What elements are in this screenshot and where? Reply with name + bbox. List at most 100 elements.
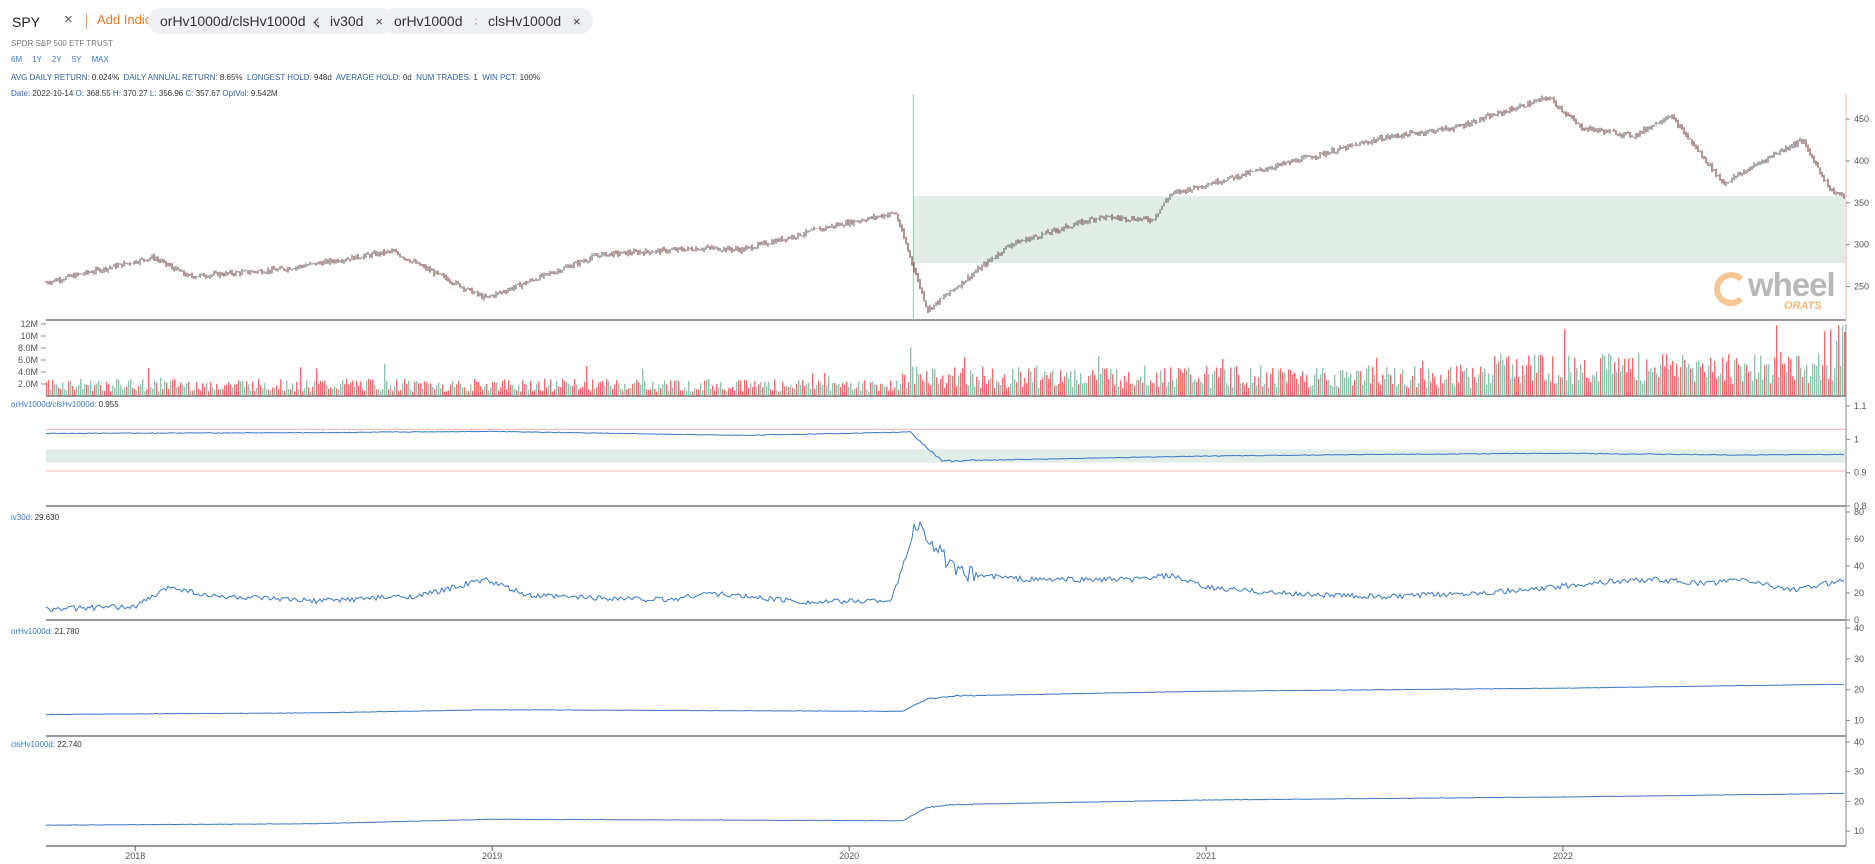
volume-bar — [1758, 372, 1760, 396]
volume-bar — [1314, 374, 1316, 396]
volume-bar — [1826, 365, 1828, 396]
volume-bar — [792, 387, 794, 396]
volume-bar — [884, 387, 886, 396]
ohlc-label: H: — [112, 89, 121, 98]
volume-bar — [1524, 374, 1526, 396]
panel-name: clsHv1000d: — [11, 740, 56, 749]
volume-bar — [1614, 361, 1616, 396]
volume-bar — [638, 382, 640, 396]
volume-bar — [1834, 367, 1836, 396]
volume-bar — [1036, 365, 1038, 396]
volume-bar — [1632, 358, 1634, 396]
volume-bar — [124, 387, 126, 396]
volume-bar — [1578, 379, 1580, 396]
volume-bar — [790, 385, 792, 396]
y-tick-label: 10 — [1854, 716, 1864, 726]
volume-bar — [1184, 368, 1186, 396]
volume-bar — [1380, 385, 1382, 396]
volume-bar — [726, 391, 728, 396]
volume-bar — [1178, 368, 1180, 396]
volume-bar — [1230, 367, 1232, 396]
volume-bar — [1596, 371, 1598, 396]
chip-orhv1000d[interactable]: orHv1000d × — [382, 8, 494, 34]
volume-bar — [1718, 375, 1720, 396]
volume-bar — [918, 374, 920, 396]
volume-bar — [380, 390, 382, 396]
volume-bar — [1068, 378, 1070, 396]
range-2y[interactable]: 2Y — [51, 55, 62, 64]
volume-bar — [78, 384, 80, 396]
range-6m[interactable]: 6M — [11, 55, 23, 64]
volume-bar — [902, 373, 904, 396]
volume-bar — [1610, 355, 1612, 396]
volume-bar — [1054, 385, 1056, 396]
volume-bar — [174, 379, 176, 396]
volume-bar — [360, 381, 362, 396]
volume-bar — [862, 383, 864, 396]
range-1y[interactable]: 1Y — [32, 55, 42, 64]
volume-bar — [316, 368, 318, 396]
y-tick-label: 4.0M — [18, 367, 38, 377]
security-name: SPDR S&P 500 ETF TRUST — [11, 39, 113, 48]
volume-bar — [846, 381, 848, 396]
volume-bar — [626, 389, 628, 396]
ticker-search-input[interactable] — [10, 10, 84, 34]
volume-bar — [1788, 356, 1790, 396]
volume-bar — [1304, 381, 1306, 396]
volume-bar — [948, 374, 950, 396]
volume-bar — [126, 386, 128, 396]
volume-bar — [140, 384, 142, 396]
volume-bar — [1338, 387, 1340, 396]
volume-bar — [660, 388, 662, 396]
volume-bar — [1310, 386, 1312, 396]
volume-bar — [1666, 353, 1668, 396]
volume-bar — [1776, 325, 1778, 396]
volume-bar — [838, 383, 840, 396]
clear-ticker-icon[interactable]: × — [64, 11, 73, 28]
volume-bar — [966, 384, 968, 396]
ratio-panel-label: orHv1000d/clsHv1000d: 0.955 — [11, 400, 119, 409]
volume-bar — [1736, 358, 1738, 396]
range-max[interactable]: MAX — [91, 55, 109, 64]
volume-bar — [488, 390, 490, 396]
volume-bar — [1382, 374, 1384, 396]
volume-bar — [1812, 363, 1814, 396]
volume-bar — [640, 384, 642, 396]
volume-bar — [1722, 357, 1724, 396]
volume-bar — [160, 377, 162, 396]
volume-bar — [310, 391, 312, 396]
volume-bar — [1150, 380, 1152, 396]
volume-bar — [1576, 368, 1578, 396]
volume-bar — [1148, 385, 1150, 396]
volume-bar — [802, 380, 804, 396]
volume-bar — [1330, 385, 1332, 396]
volume-bar — [426, 381, 428, 396]
close-icon[interactable]: × — [375, 14, 383, 29]
volume-bar — [172, 379, 174, 396]
volume-bar — [176, 387, 178, 396]
volume-bar — [1138, 380, 1140, 396]
volume-bar — [1622, 364, 1624, 396]
volume-bar — [1098, 356, 1100, 396]
volume-bar — [1286, 382, 1288, 396]
volume-bar — [1504, 365, 1506, 396]
volume-bar — [352, 380, 354, 396]
volume-bar — [1608, 353, 1610, 396]
volume-bar — [130, 379, 132, 396]
volume-bar — [1640, 380, 1642, 396]
range-5y[interactable]: 5Y — [71, 55, 82, 64]
chip-clshv1000d[interactable]: clsHv1000d × — [476, 8, 593, 34]
volume-bar — [1446, 378, 1448, 396]
volume-bar — [184, 386, 186, 396]
chip-iv30d[interactable]: iv30d × — [318, 8, 395, 34]
volume-bar — [686, 390, 688, 396]
x-tick-label: 2019 — [482, 851, 502, 861]
stat-label: NUM TRADES: — [416, 73, 472, 82]
volume-bar — [274, 387, 276, 396]
volume-bar — [260, 385, 262, 396]
volume-bar — [1708, 366, 1710, 396]
volume-bar — [942, 375, 944, 396]
close-icon[interactable]: × — [573, 14, 581, 29]
volume-bar — [1018, 367, 1020, 396]
